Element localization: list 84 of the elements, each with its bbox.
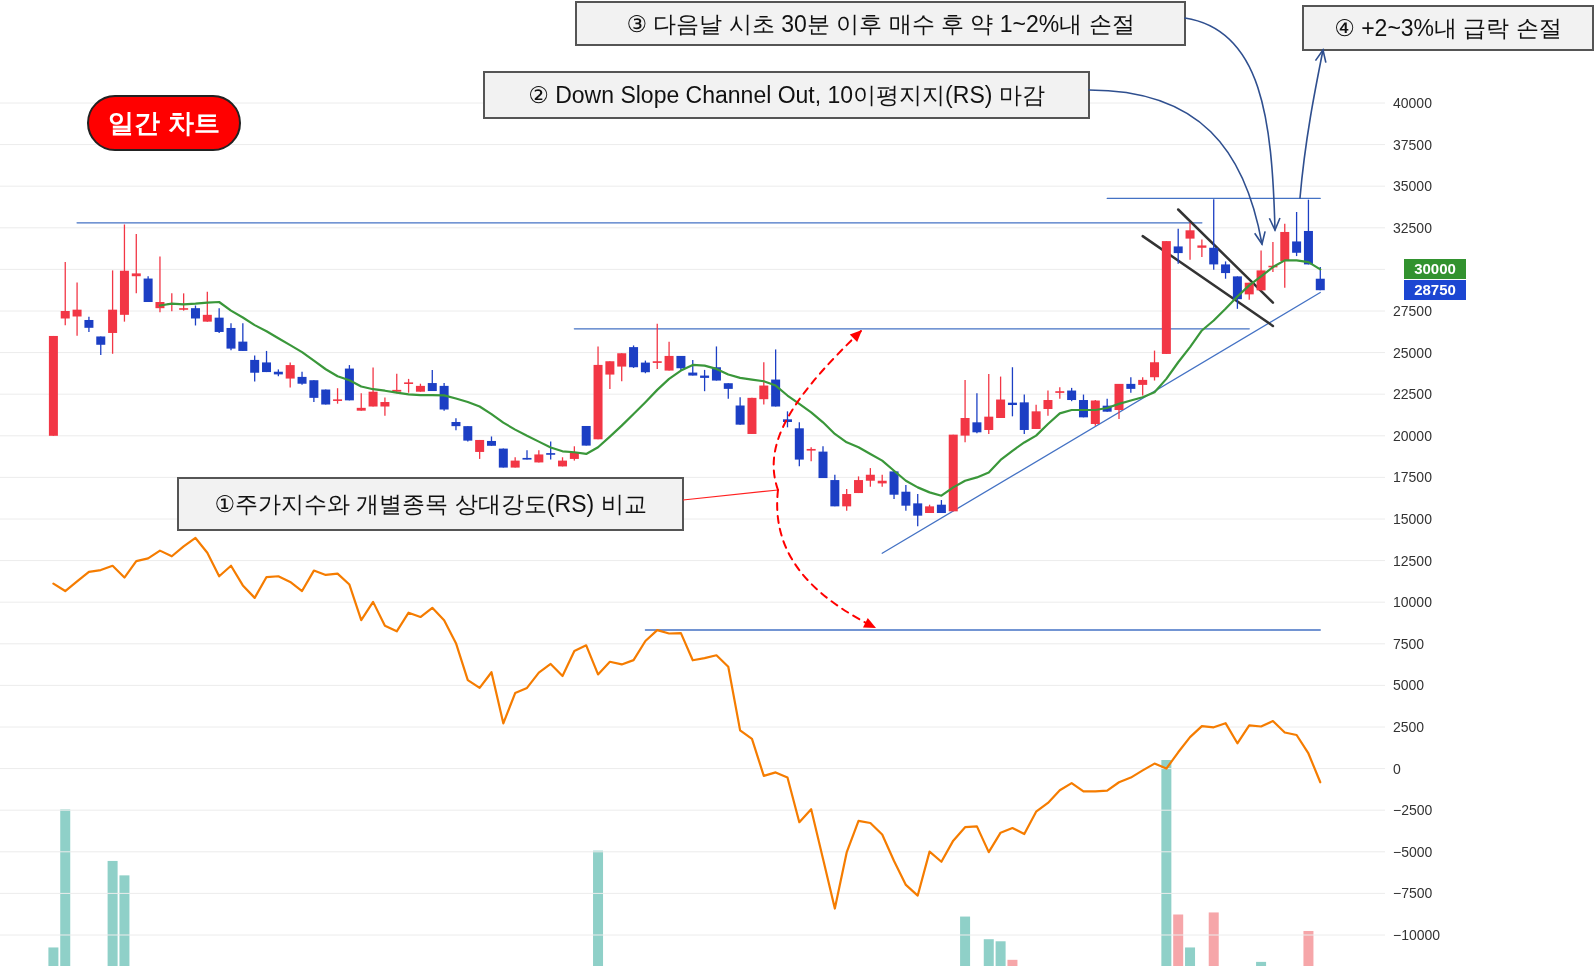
text: 30000 <box>1414 260 1456 278</box>
candlestick <box>1292 211 1302 257</box>
bar <box>1161 760 1172 966</box>
bar <box>60 809 71 966</box>
bar <box>48 947 59 966</box>
bar <box>983 939 994 966</box>
candlestick <box>108 269 118 355</box>
annotation: 일간 차트 <box>108 108 220 139</box>
candlestick <box>735 396 745 426</box>
candlestick <box>901 484 911 512</box>
candlestick <box>629 344 639 369</box>
y-tick-label: −7500 <box>1393 885 1433 902</box>
bar <box>1173 914 1184 966</box>
y-tick-label: 22500 <box>1393 386 1433 403</box>
text: ③ 다음날 시초 30분 이후 매수 후 약 1~2%내 손절 <box>626 10 1135 37</box>
y-tick-label: 35000 <box>1393 178 1433 195</box>
bar <box>593 850 604 966</box>
text: ④ +2~3%내 급락 손절 <box>1334 15 1562 42</box>
y-tick-label: 40000 <box>1393 95 1433 111</box>
candlestick <box>202 291 212 323</box>
y-tick-label: −2500 <box>1393 802 1433 819</box>
candlestick <box>617 352 627 382</box>
bar <box>1208 912 1219 966</box>
candlestick <box>889 470 899 500</box>
candlestick <box>1197 238 1207 258</box>
candlestick <box>451 417 461 431</box>
candlestick <box>1150 349 1160 382</box>
candlestick <box>1031 404 1041 430</box>
candlestick <box>759 361 769 406</box>
bar <box>1185 947 1196 966</box>
candlestick <box>996 375 1006 419</box>
bar <box>995 941 1006 966</box>
candlestick <box>1138 376 1148 397</box>
y-tick-label: −10000 <box>1393 927 1441 943</box>
candlestick <box>96 335 106 356</box>
candlestick <box>190 304 200 327</box>
candlestick <box>984 373 994 435</box>
candlestick <box>960 379 970 443</box>
bar <box>1303 930 1314 966</box>
candlestick <box>1232 275 1242 310</box>
y-tick-label: 5000 <box>1393 677 1425 694</box>
y-tick-label: 27500 <box>1393 303 1433 319</box>
candlestick <box>368 366 378 408</box>
candlestick <box>1185 222 1195 261</box>
y-tick-label: 7500 <box>1393 635 1425 652</box>
candlestick <box>605 360 615 390</box>
annotation: ② Down Slope Channel Out, 10이평지지(RS) 마감 <box>528 82 1045 109</box>
candlestick <box>60 261 70 326</box>
candlestick <box>972 392 982 434</box>
bar <box>1007 959 1018 966</box>
candlestick <box>250 354 260 383</box>
candlestick <box>309 379 319 403</box>
annotation: ①주가지수와 개별종목 상대강도(RS) 비교 <box>214 491 647 518</box>
candlestick <box>1173 227 1183 265</box>
text: 28750 <box>1414 281 1456 299</box>
candlestick <box>226 322 236 351</box>
y-tick-label: 0 <box>1393 760 1401 777</box>
candlestick <box>652 323 662 370</box>
candlestick <box>143 275 153 303</box>
candlestick <box>865 467 875 488</box>
candlestick <box>1043 389 1053 417</box>
candlestick <box>842 488 852 512</box>
y-tick-label: 37500 <box>1393 136 1433 153</box>
candlestick <box>913 493 923 527</box>
candlestick <box>1209 198 1219 271</box>
line-series <box>52 536 1322 910</box>
bar <box>1256 961 1267 966</box>
y-tick-label: 20000 <box>1393 427 1433 444</box>
y-tick-label: 2500 <box>1393 719 1425 735</box>
y-tick-label: 17500 <box>1393 469 1433 486</box>
y-tick-label: 15000 <box>1393 511 1433 527</box>
candlestick <box>522 449 532 461</box>
candlestick <box>285 361 295 389</box>
candlestick <box>214 307 224 334</box>
candlestick <box>380 396 390 417</box>
y-tick-label: −5000 <box>1393 843 1433 860</box>
candlestick <box>238 322 248 352</box>
y-tick-label: 12500 <box>1393 552 1433 569</box>
y-tick-label: 32500 <box>1393 219 1433 236</box>
candlestick <box>131 233 141 295</box>
candlestick <box>664 341 674 372</box>
y-tick-label: 25000 <box>1393 344 1433 361</box>
bar <box>960 916 971 966</box>
y-tick-label: 10000 <box>1393 594 1433 611</box>
